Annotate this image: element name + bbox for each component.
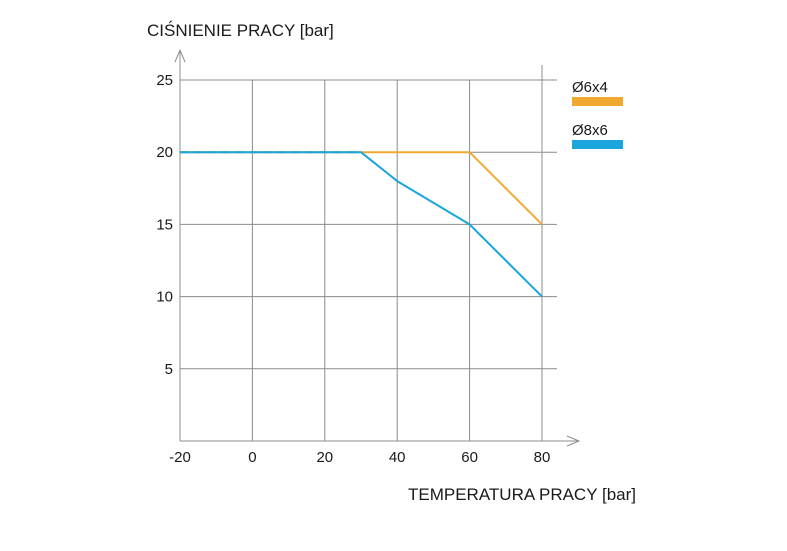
y-tick-label: 10	[156, 289, 173, 306]
legend-label: Ø6x4	[572, 79, 608, 96]
y-axis-arrow-icon	[174, 48, 186, 63]
series-line-1	[180, 151, 543, 226]
x-tick-label: 0	[248, 449, 256, 466]
y-tick-label: 25	[156, 72, 173, 89]
x-tick-label: 60	[461, 449, 478, 466]
grid	[180, 65, 557, 441]
legend-swatch	[572, 97, 623, 106]
legend-label: Ø8x6	[572, 122, 608, 139]
y-axis-title: CIŚNIENIE PRACY [bar]	[147, 21, 334, 40]
x-axis-title: TEMPERATURA PRACY [bar]	[408, 485, 636, 504]
x-tick-label: 20	[316, 449, 333, 466]
legend-swatch	[572, 140, 623, 149]
x-tick-label: -20	[169, 449, 191, 466]
y-tick-label: 15	[156, 216, 173, 233]
axes	[174, 48, 581, 447]
x-tick-label: 40	[389, 449, 406, 466]
x-axis-arrow-icon	[566, 435, 581, 447]
legend: Ø6x4 Ø8x6	[572, 79, 623, 149]
y-tick-label: 5	[165, 361, 173, 378]
tick-labels: 5 10 15 20 25 -20 0 20 40 60 80	[156, 72, 550, 466]
y-tick-label: 20	[156, 144, 173, 161]
x-tick-label: 80	[534, 449, 551, 466]
series-lines	[180, 151, 543, 298]
